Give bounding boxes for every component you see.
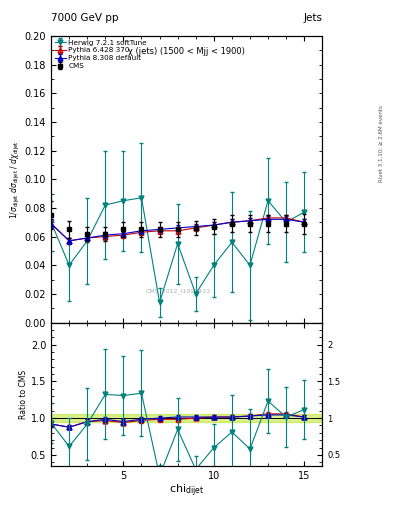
Y-axis label: $1/\sigma_{\rm dijet}\ d\sigma_{\rm dijet}\ /\ d\chi_{\rm dijet}$: $1/\sigma_{\rm dijet}\ d\sigma_{\rm dije… bbox=[9, 140, 22, 219]
X-axis label: chi$_{\rm dijet}$: chi$_{\rm dijet}$ bbox=[169, 482, 204, 499]
Y-axis label: Ratio to CMS: Ratio to CMS bbox=[19, 370, 28, 419]
Text: χ (jets) (1500 < Mjj < 1900): χ (jets) (1500 < Mjj < 1900) bbox=[128, 47, 245, 56]
Text: 7000 GeV pp: 7000 GeV pp bbox=[51, 13, 119, 23]
Legend: Herwig 7.2.1 softTune, Pythia 6.428 370, Pythia 8.308 default, CMS: Herwig 7.2.1 softTune, Pythia 6.428 370,… bbox=[53, 38, 149, 71]
Text: CMS_2012_I1090423: CMS_2012_I1090423 bbox=[146, 288, 211, 294]
Text: Rivet 3.1.10; ≥ 2.6M events: Rivet 3.1.10; ≥ 2.6M events bbox=[379, 105, 384, 182]
Text: Jets: Jets bbox=[303, 13, 322, 23]
